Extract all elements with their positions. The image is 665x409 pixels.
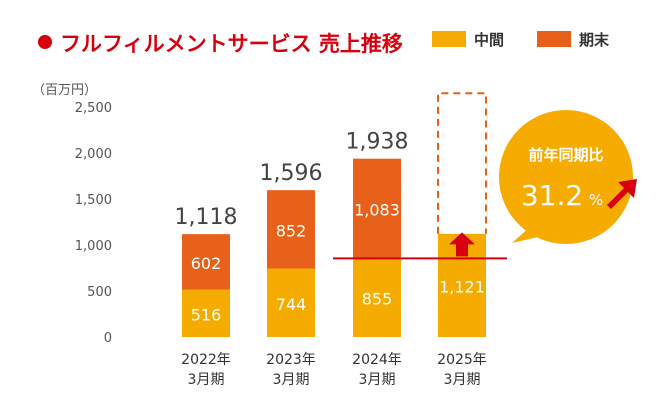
bar-label-yearend: 852 bbox=[276, 221, 307, 240]
bar-interim bbox=[267, 268, 315, 337]
x-tick-label-year: 2023年 bbox=[266, 352, 316, 368]
bar-label-interim: 516 bbox=[191, 305, 222, 324]
bar-label-yearend: 602 bbox=[191, 254, 222, 273]
callout-value: 31.2 bbox=[521, 179, 583, 212]
up-right-arrow-icon bbox=[607, 179, 637, 209]
bar-yearend bbox=[353, 158, 401, 259]
bar-label-yearend: 1,083 bbox=[354, 201, 400, 220]
x-tick-label-period: 3月期 bbox=[359, 372, 396, 388]
y-tick-label: 2,500 bbox=[75, 101, 112, 116]
y-tick-label: 1,500 bbox=[75, 193, 112, 208]
bar-interim bbox=[182, 289, 230, 337]
bar-label-interim: 1,121 bbox=[439, 277, 485, 296]
y-tick-label: 1,000 bbox=[75, 239, 112, 254]
y-tick-label: 2,000 bbox=[75, 147, 112, 162]
y-axis-unit: （百万円） bbox=[32, 83, 97, 98]
up-arrow-icon bbox=[449, 232, 475, 257]
bar-label-interim: 855 bbox=[362, 290, 393, 309]
bar-label-interim: 744 bbox=[276, 295, 307, 314]
x-tick-label-period: 3月期 bbox=[273, 372, 310, 388]
x-tick-label-year: 2022年 bbox=[181, 352, 231, 368]
x-tick-label-period: 3月期 bbox=[444, 372, 481, 388]
forecast-dashed-outline bbox=[437, 92, 487, 234]
x-tick-label-year: 2025年 bbox=[437, 352, 487, 368]
y-tick-label: 500 bbox=[87, 285, 112, 300]
legend-label-interim: 中間 bbox=[474, 31, 504, 49]
chart-title: フルフィルメントサービス 売上推移 bbox=[60, 32, 403, 56]
bar-yearend bbox=[267, 190, 315, 269]
title-bullet-icon bbox=[38, 35, 52, 49]
bar-total-label: 1,938 bbox=[346, 130, 409, 155]
bar-total-label: 1,596 bbox=[260, 161, 323, 186]
bar-yearend bbox=[182, 234, 230, 290]
bar-total-label: 1,118 bbox=[175, 205, 238, 230]
bar-interim bbox=[353, 258, 401, 337]
y-tick-label: 0 bbox=[104, 331, 112, 346]
callout-unit: % bbox=[589, 191, 603, 209]
x-tick-label-period: 3月期 bbox=[188, 372, 225, 388]
legend-swatch-yearend bbox=[537, 31, 571, 47]
callout-bubble bbox=[499, 110, 633, 244]
callout-title: 前年同期比 bbox=[528, 146, 603, 164]
yoy-callout: 前年同期比 31.2 % bbox=[499, 110, 637, 244]
x-tick-label-year: 2024年 bbox=[352, 352, 402, 368]
legend-label-yearend: 期末 bbox=[579, 31, 610, 49]
legend-swatch-interim bbox=[432, 31, 466, 47]
